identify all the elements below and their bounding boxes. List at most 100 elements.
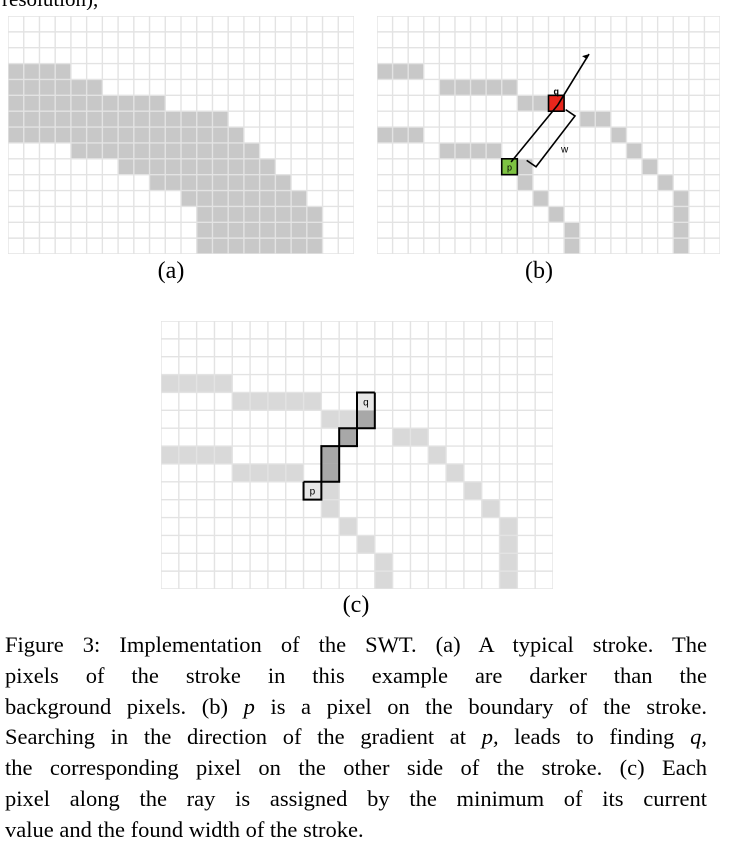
stroke-pixel xyxy=(181,158,197,175)
stroke-pixel xyxy=(55,95,71,112)
q-pixel xyxy=(547,94,565,113)
stroke-pixel xyxy=(501,79,518,96)
stroke-pixel xyxy=(161,446,179,464)
stroke-pixel xyxy=(291,206,307,223)
stroke-pixel xyxy=(564,238,580,254)
stroke-pixel xyxy=(259,174,276,191)
stroke-pixel xyxy=(55,127,71,143)
stroke-pixel xyxy=(306,206,323,223)
stroke-pixel xyxy=(228,190,244,207)
ray-arrowhead xyxy=(582,54,590,60)
stroke-pixel xyxy=(259,158,276,175)
stroke-pixel xyxy=(532,95,549,112)
stroke-pixel xyxy=(321,410,340,429)
caption-line: Searching in the direction of the gradie… xyxy=(5,724,707,750)
stroke-pixel xyxy=(408,63,424,80)
ray-pixel xyxy=(339,428,357,447)
stroke-pixel xyxy=(275,238,292,254)
stroke-pixel xyxy=(392,428,411,447)
stroke-pixel xyxy=(181,127,197,143)
panel-c-grid: pq xyxy=(161,321,553,589)
stroke-pixel xyxy=(243,190,260,207)
stroke-pixel xyxy=(499,571,518,589)
stroke-pixel xyxy=(181,142,197,159)
stroke-pixel xyxy=(228,158,244,175)
caption-line: pixels of the stroke in this example are… xyxy=(5,662,707,688)
stroke-pixel xyxy=(408,127,424,143)
stroke-pixel xyxy=(595,111,611,128)
stroke-pixel xyxy=(212,222,229,239)
stroke-pixel xyxy=(212,238,229,254)
stroke-pixel xyxy=(149,174,166,191)
stroke-pixel xyxy=(392,63,409,80)
stroke-pixel xyxy=(70,79,87,96)
stroke-pixel xyxy=(673,206,689,223)
stroke-pixel xyxy=(285,463,304,482)
stroke-pixel xyxy=(392,127,409,143)
stroke-pixel xyxy=(259,238,276,254)
stroke-pixel xyxy=(196,446,215,464)
stroke-pixel xyxy=(165,127,181,143)
stroke-pixel xyxy=(243,238,260,254)
stroke-pixel xyxy=(181,174,197,191)
ray-pixel xyxy=(321,463,340,482)
stroke-pixel xyxy=(118,142,134,159)
stroke-pixel xyxy=(178,446,197,464)
stroke-pixel xyxy=(8,127,24,143)
stroke-pixel xyxy=(499,553,518,572)
caption-line: pixel along the ray is assigned by the m… xyxy=(5,785,707,811)
ray-pixel xyxy=(357,392,375,411)
stroke-pixel xyxy=(486,142,502,159)
stroke-pixel xyxy=(196,111,213,128)
stroke-pixel xyxy=(196,174,213,191)
q-label: q xyxy=(363,397,369,408)
stroke-pixel xyxy=(39,63,56,80)
stroke-pixel xyxy=(564,222,580,239)
stroke-pixel xyxy=(243,174,260,191)
stroke-pixel xyxy=(8,95,24,112)
stroke-pixel xyxy=(267,392,286,411)
stroke-pixel xyxy=(243,206,260,223)
stroke-pixel xyxy=(70,142,87,159)
stroke-pixel xyxy=(377,63,393,80)
stroke-pixel xyxy=(428,446,447,464)
stroke-pixel xyxy=(214,446,233,464)
search-ray xyxy=(510,53,590,163)
stroke-pixel xyxy=(118,95,134,112)
stroke-pixel xyxy=(610,127,627,143)
stroke-pixel xyxy=(196,158,213,175)
stroke-pixel xyxy=(133,127,150,143)
stroke-pixel xyxy=(470,79,487,96)
stroke-pixel xyxy=(133,142,150,159)
stroke-pixel xyxy=(486,79,502,96)
stroke-pixel xyxy=(23,95,40,112)
stroke-pixel xyxy=(657,174,674,191)
p-label: p xyxy=(310,487,316,498)
stroke-pixel xyxy=(228,127,244,143)
stroke-pixel xyxy=(8,111,24,128)
stroke-pixel xyxy=(86,95,103,112)
stroke-pixel xyxy=(70,127,87,143)
stroke-pixel xyxy=(212,174,229,191)
panel-c-label: (c) xyxy=(342,592,370,618)
stroke-pixel xyxy=(232,463,251,482)
stroke-pixel xyxy=(55,63,71,80)
stroke-pixel xyxy=(196,206,213,223)
stroke-pixel xyxy=(212,142,229,159)
stroke-pixel xyxy=(8,63,24,80)
caption-line: value and the found width of the stroke. xyxy=(5,816,364,842)
p-pixel xyxy=(500,158,519,176)
stroke-pixel xyxy=(377,127,393,143)
stroke-pixel xyxy=(228,142,244,159)
stroke-pixel xyxy=(285,392,304,411)
panel-b-label: (b) xyxy=(525,258,553,284)
stroke-pixel xyxy=(86,142,103,159)
stroke-pixel xyxy=(291,190,307,207)
stroke-pixel xyxy=(178,374,197,393)
stroke-pixel xyxy=(196,222,213,239)
stroke-pixel xyxy=(446,463,464,482)
width-bracket xyxy=(526,108,577,168)
stroke-pixel xyxy=(165,111,181,128)
width-label: w xyxy=(560,144,569,155)
